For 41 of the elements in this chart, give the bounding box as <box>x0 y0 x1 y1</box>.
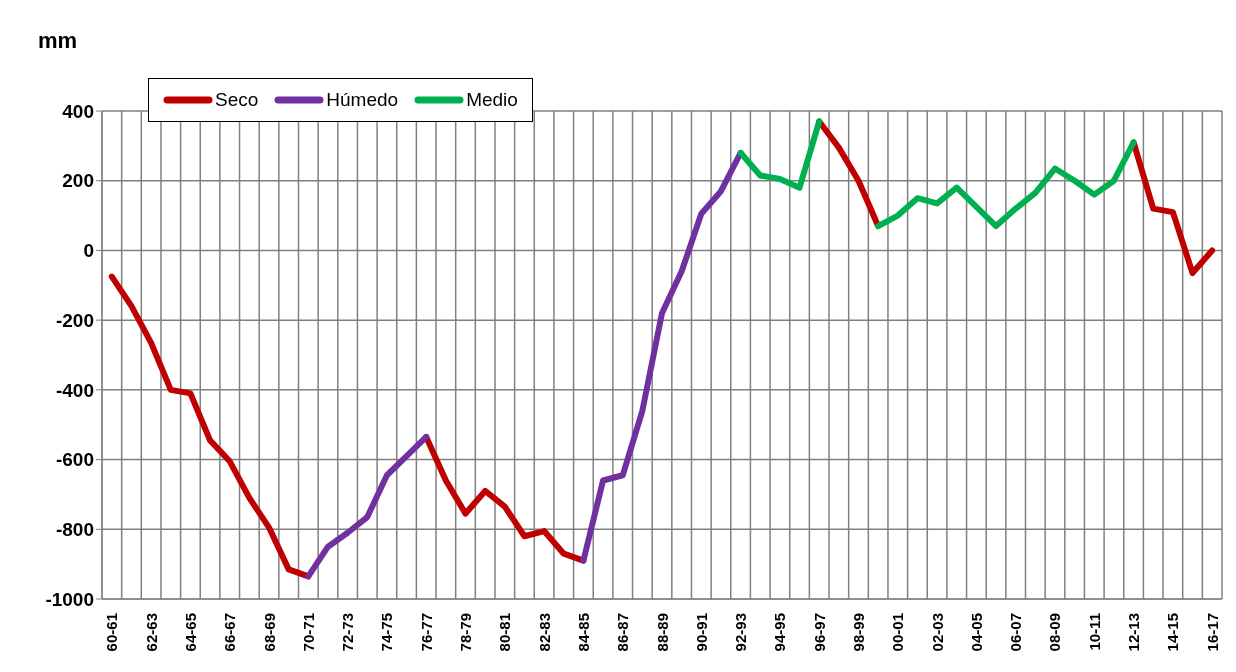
x-tick-label: 62-63 <box>142 613 160 652</box>
x-tick-label: 94-95 <box>771 613 789 652</box>
x-tick-label: 92-93 <box>732 613 750 652</box>
x-tick-label: 84-85 <box>574 613 592 652</box>
x-tick-label: 02-03 <box>928 613 946 652</box>
x-tick-label: 12-13 <box>1125 613 1143 652</box>
x-tick-label: 86-87 <box>614 613 632 652</box>
x-tick-label: 08-09 <box>1046 613 1064 652</box>
x-tick-label: 68-69 <box>260 613 278 652</box>
x-tick-label: 98-99 <box>849 613 867 652</box>
y-tick-label: -200 <box>55 309 94 331</box>
x-tick-label: 88-89 <box>653 613 671 652</box>
x-tick-label: 90-91 <box>692 613 710 652</box>
x-tick-label: 70-71 <box>299 613 317 652</box>
x-tick-label: 78-79 <box>457 613 475 652</box>
x-tick-label: 96-97 <box>810 613 828 652</box>
legend-label: Húmedo <box>326 89 399 111</box>
x-tick-label: 04-05 <box>967 613 985 652</box>
y-tick-label: 400 <box>62 100 94 122</box>
y-tick-label: -800 <box>55 519 94 541</box>
x-tick-label: 80-81 <box>496 613 514 652</box>
x-tick-label: 74-75 <box>378 613 396 652</box>
x-tick-label: 60-61 <box>103 613 121 652</box>
x-tick-label: 72-73 <box>339 613 357 652</box>
y-tick-label: -600 <box>55 449 94 471</box>
y-tick-label: -400 <box>55 379 94 401</box>
x-tick-label: 82-83 <box>535 613 553 652</box>
y-tick-label: 200 <box>62 170 94 192</box>
y-axis-title: mm <box>38 28 78 54</box>
legend-label: Seco <box>215 89 259 111</box>
legend-label: Medio <box>466 89 518 111</box>
x-tick-label: 06-07 <box>1007 613 1025 652</box>
x-tick-label: 64-65 <box>181 613 199 652</box>
x-tick-label: 76-77 <box>417 613 435 652</box>
y-tick-label: 0 <box>83 240 94 262</box>
x-tick-label: 10-11 <box>1085 613 1103 651</box>
x-tick-label: 00-01 <box>889 613 907 652</box>
y-tick-label: -1000 <box>45 588 94 610</box>
x-tick-label: 16-17 <box>1203 613 1221 652</box>
x-tick-label: 66-67 <box>221 613 239 652</box>
x-tick-label: 14-15 <box>1164 613 1182 652</box>
